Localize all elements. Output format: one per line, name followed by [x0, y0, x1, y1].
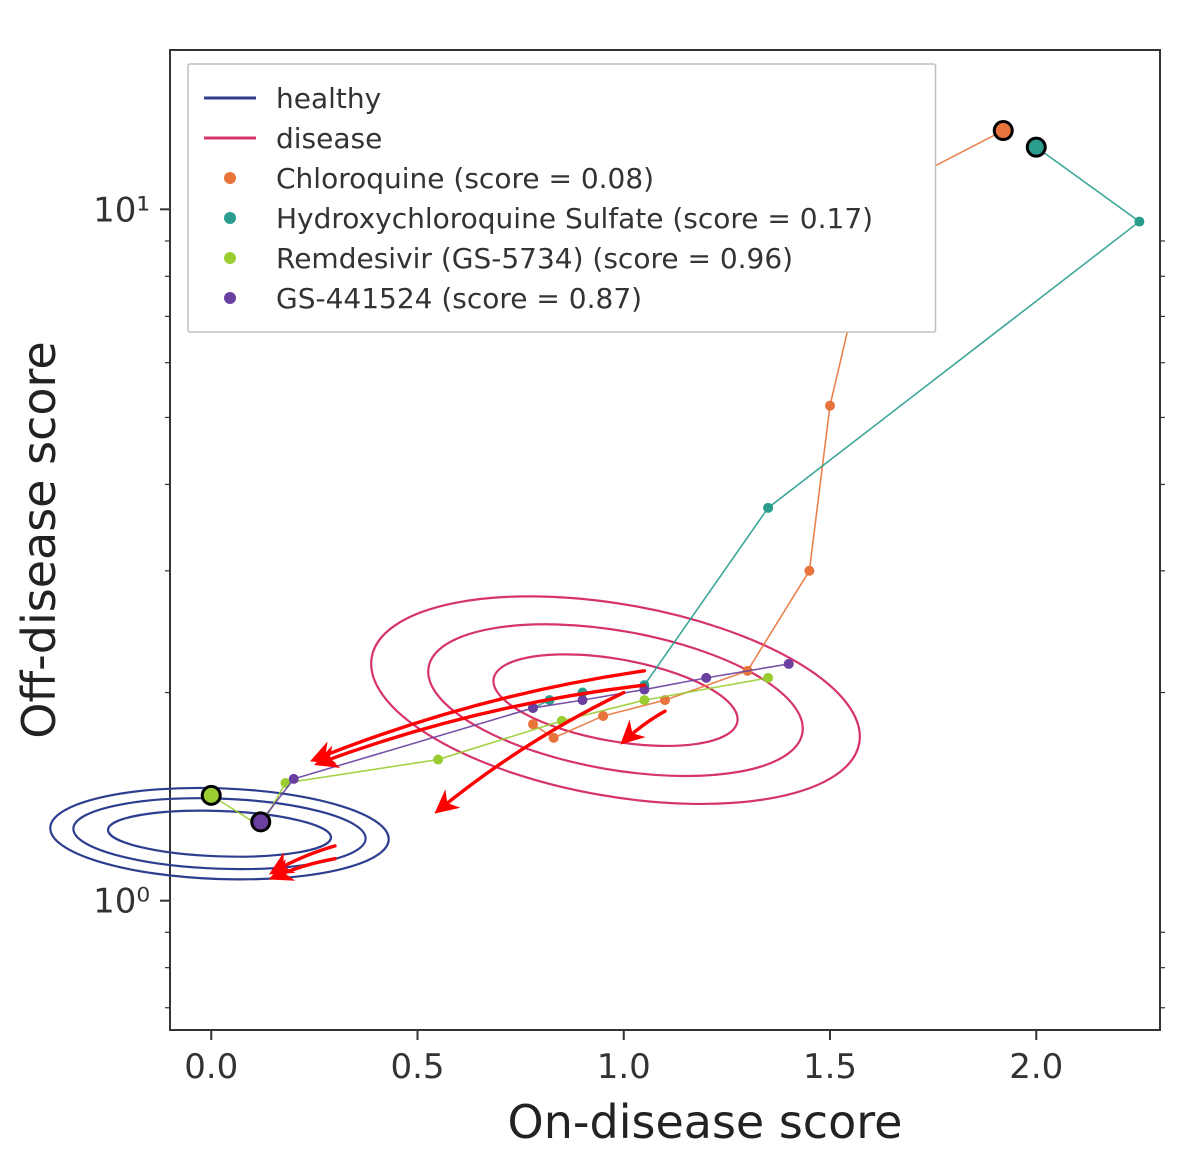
series-marker	[528, 719, 538, 729]
series-marker	[1134, 217, 1144, 227]
highlight-marker	[994, 122, 1012, 140]
y-tick-label: 10⁰	[93, 882, 150, 922]
x-tick-label: 0.5	[390, 1047, 444, 1087]
series-marker	[804, 566, 814, 576]
y-axis-label: Off-disease score	[12, 341, 66, 738]
highlight-marker	[1027, 138, 1045, 156]
scatter-chart: 0.0 0.5 1.0 1.5 2.0 10⁰ 10¹ On-disease score Off…	[0, 0, 1200, 1163]
highlight-marker	[202, 786, 220, 804]
series-marker	[825, 401, 835, 411]
series-marker	[549, 733, 559, 743]
legend-swatch-marker	[224, 252, 236, 264]
x-axis-label: On-disease score	[508, 1095, 903, 1149]
series-marker	[763, 503, 773, 513]
legend-swatch-marker	[224, 212, 236, 224]
legend-label: disease	[276, 122, 382, 155]
legend-swatch-marker	[224, 172, 236, 184]
series-marker	[763, 673, 773, 683]
legend-label: GS-441524 (score = 0.87)	[276, 282, 642, 315]
x-tick-label: 2.0	[1009, 1047, 1063, 1087]
legend-label: healthy	[276, 82, 381, 115]
legend-label: Hydroxychloroquine Sulfate (score = 0.17…	[276, 202, 873, 235]
series-marker	[784, 659, 794, 669]
legend-label: Remdesivir (GS-5734) (score = 0.96)	[276, 242, 793, 275]
x-tick-label: 1.5	[803, 1047, 857, 1087]
legend: healthy disease Chloroquine (score = 0.08)…	[188, 64, 936, 332]
series-marker	[598, 711, 608, 721]
series-marker	[289, 774, 299, 784]
highlight-marker	[252, 813, 270, 831]
legend-label: Chloroquine (score = 0.08)	[276, 162, 654, 195]
series-marker	[639, 695, 649, 705]
x-tick-label: 1.0	[597, 1047, 651, 1087]
series-marker	[701, 673, 711, 683]
legend-swatch-marker	[224, 292, 236, 304]
series-marker	[433, 755, 443, 765]
x-tick-label: 0.0	[184, 1047, 238, 1087]
y-tick-label: 10¹	[93, 190, 150, 230]
series-marker	[578, 695, 588, 705]
